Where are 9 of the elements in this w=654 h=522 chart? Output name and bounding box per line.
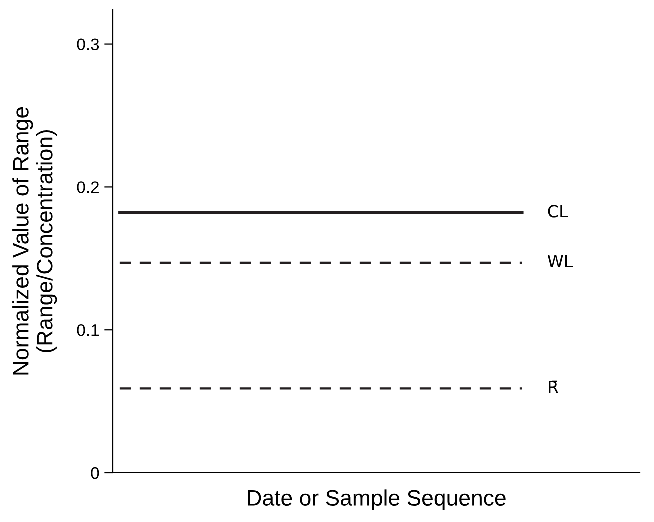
series-label: R̄ (549, 380, 558, 394)
y-tick-label: 0.2 (77, 182, 99, 194)
y-tick-label: 0.3 (77, 38, 100, 50)
y-tick-label: 0 (91, 467, 100, 480)
y-tick-label: 0.1 (77, 324, 99, 336)
series-label: WL (548, 255, 574, 268)
x-axis-title: Date or Sample Sequence (248, 490, 506, 510)
y-axis-title: Normalized Value of Range (Range/Concentration) (12, 107, 58, 375)
series-label: CL (548, 205, 568, 218)
